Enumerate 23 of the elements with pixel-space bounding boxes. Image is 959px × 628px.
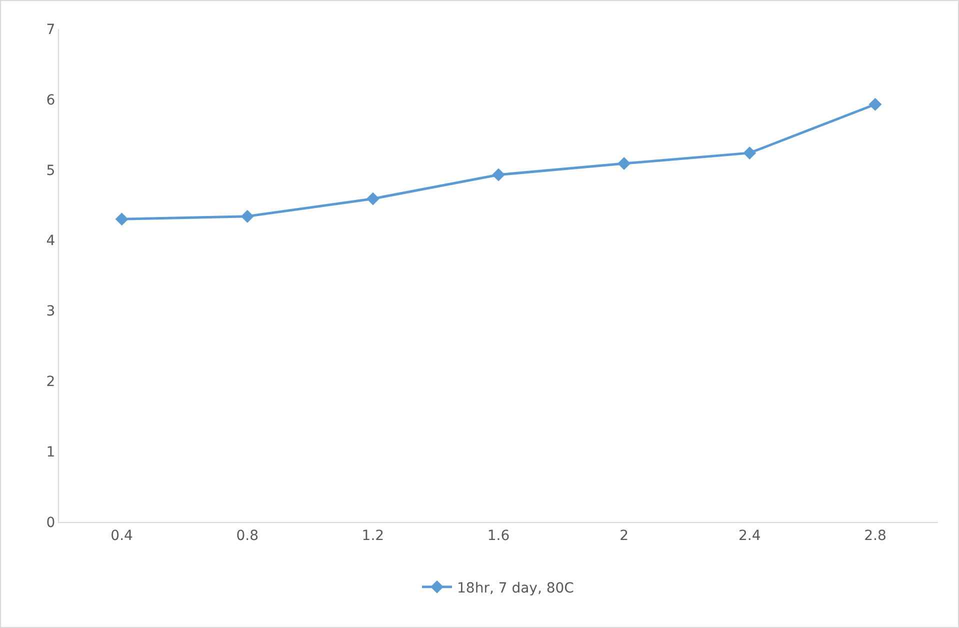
y-tick-label: 7 (46, 22, 56, 38)
y-tick-label: 5 (46, 162, 56, 179)
y-tick-label: 2 (46, 374, 56, 390)
x-tick-label: 2 (620, 528, 629, 544)
point (868, 98, 882, 111)
point (240, 210, 254, 223)
x-tick-label: 1.6 (487, 528, 510, 544)
y-tick-label: 6 (46, 92, 56, 108)
point (366, 192, 380, 206)
x-tick-label: 0.8 (236, 528, 258, 544)
y-tick-label: 0 (46, 514, 56, 531)
x-tick-label: 2.4 (738, 528, 761, 544)
y-tick-label: 3 (46, 304, 56, 320)
y-tick-label: 1 (46, 444, 56, 460)
point (618, 157, 631, 170)
x-tick-label: 0.4 (110, 528, 134, 544)
x-tick-label: 2.8 (864, 528, 886, 544)
point (743, 146, 756, 160)
y-tick-label: 4 (46, 233, 56, 250)
x-tick-label: 1.2 (362, 528, 384, 544)
legend-label: 18hr, 7 day, 80C (457, 580, 574, 596)
point (115, 212, 128, 226)
point (492, 168, 505, 182)
